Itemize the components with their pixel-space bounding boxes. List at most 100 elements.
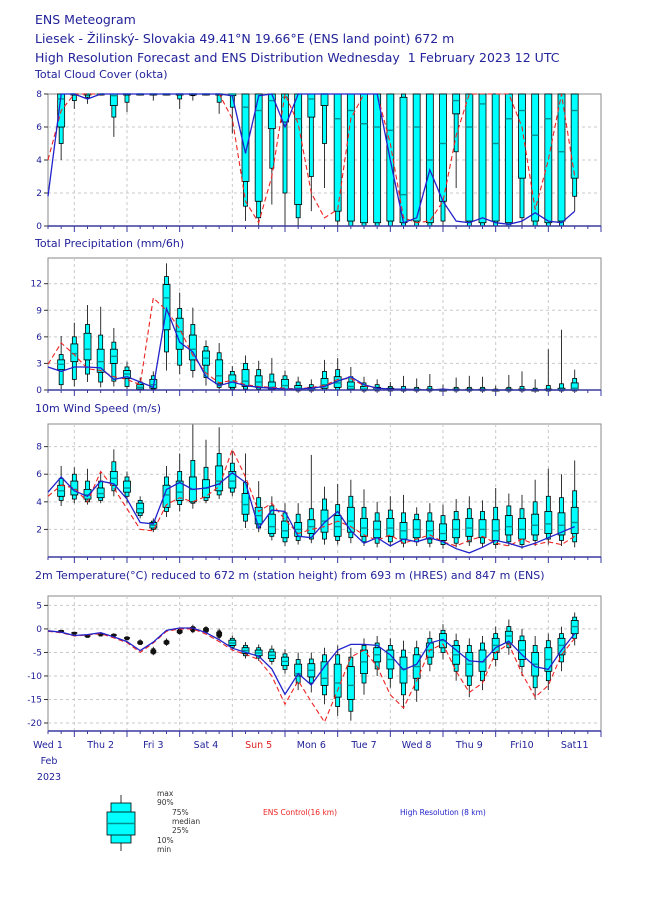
box-plot	[518, 628, 526, 676]
box-plot	[96, 306, 105, 388]
box-plot	[531, 479, 540, 546]
box-plot	[136, 377, 145, 391]
month-label: Feb	[40, 756, 58, 767]
box-plot	[294, 503, 303, 545]
panel-frame	[47, 423, 602, 557]
box-plot	[215, 93, 224, 114]
box-plot	[281, 93, 289, 226]
box-plot	[360, 489, 368, 546]
box-plot	[123, 93, 131, 113]
box-plot	[570, 460, 579, 548]
box-plot	[281, 503, 289, 546]
box-plot	[518, 371, 526, 392]
box-plot	[294, 93, 303, 226]
box-plot	[228, 366, 237, 390]
legend-median-label: median	[172, 817, 201, 826]
day-label: Fri10	[510, 740, 534, 751]
station-subtitle: Liesek - Žilinský- Slovakia 49.41°N 19.6…	[35, 31, 455, 46]
day-label: Mon 6	[296, 740, 326, 751]
y-tick-label: 8	[36, 90, 42, 100]
box-plot	[544, 468, 553, 545]
box-plot	[267, 645, 276, 665]
day-label: Sat11	[560, 740, 589, 751]
box-plot	[124, 635, 130, 641]
box-plot	[267, 93, 276, 205]
legend-10pct-label: 10%	[157, 836, 174, 845]
box-plot	[452, 377, 461, 392]
y-tick-label: 12	[31, 280, 42, 290]
box-plot	[373, 93, 382, 227]
box-plot	[294, 652, 303, 691]
legend-25pct-label: 25%	[172, 826, 189, 835]
box-plot	[57, 93, 66, 160]
panel-title-wind-speed: 10m Wind Speed (m/s)	[35, 402, 162, 415]
box-plot	[544, 349, 553, 392]
box-plot	[281, 649, 289, 674]
box-plot	[557, 626, 566, 672]
box-plot	[163, 638, 170, 646]
box-plot	[162, 465, 171, 517]
box-plot	[544, 633, 553, 691]
box-plot	[307, 652, 316, 693]
hres-line	[47, 93, 576, 225]
hres-line	[47, 471, 575, 554]
y-tick-label: -10	[27, 672, 42, 682]
legend-ens-control-label: ENS Control(16 km)	[263, 808, 338, 817]
box-plot	[228, 635, 237, 650]
box-plot	[373, 501, 382, 548]
y-tick-label: 3	[36, 359, 42, 369]
box-plot	[333, 358, 342, 391]
y-tick-label: 2	[36, 525, 42, 535]
legend-min-label: min	[157, 845, 172, 854]
day-label: Tue 7	[351, 740, 377, 751]
box-plot	[544, 93, 553, 227]
box-plot	[149, 93, 158, 101]
box-plot	[216, 628, 223, 640]
box-plot	[386, 638, 395, 688]
y-tick-label: 4	[36, 498, 42, 508]
box-plot	[57, 335, 66, 390]
y-tick-label: 8	[36, 443, 42, 453]
box-plot	[281, 370, 289, 391]
box-plot	[412, 640, 421, 702]
box-plot	[188, 424, 197, 509]
hres-line	[47, 627, 576, 696]
box-plot	[241, 93, 250, 222]
box-plot	[478, 376, 487, 392]
box-plot	[175, 93, 184, 109]
y-tick-label: 0	[36, 222, 42, 232]
day-label: Thu 9	[455, 740, 483, 751]
run-subtitle: High Resolution Forecast and ENS Distrib…	[35, 50, 560, 65]
box-plot	[425, 374, 434, 392]
box-plot	[452, 633, 461, 681]
box-plot	[96, 471, 105, 504]
box-plot	[150, 646, 157, 656]
box-plot	[465, 375, 474, 392]
box-plot	[109, 93, 118, 137]
box-plot	[162, 263, 171, 371]
box-plot	[333, 483, 342, 545]
ens-control-line	[47, 628, 576, 724]
y-tick-label: 6	[36, 123, 42, 133]
box-plot	[452, 499, 461, 548]
box-plot	[346, 647, 355, 721]
box-plot	[320, 359, 329, 391]
box-plot	[399, 93, 408, 227]
box-plot	[320, 93, 329, 189]
box-plot	[386, 496, 395, 546]
y-tick-label: 0	[36, 386, 42, 396]
box-plot	[333, 93, 342, 226]
box-plot	[518, 93, 526, 226]
box-plot	[531, 93, 540, 227]
box-plot	[83, 304, 92, 383]
box-plot	[504, 493, 513, 546]
box-plot	[439, 624, 447, 660]
box-plot	[202, 340, 210, 386]
box-plot	[570, 612, 579, 646]
panel-1: 0 3 6 9 12	[31, 257, 602, 396]
box-plot	[136, 496, 145, 519]
day-label: Fri 3	[143, 740, 164, 751]
